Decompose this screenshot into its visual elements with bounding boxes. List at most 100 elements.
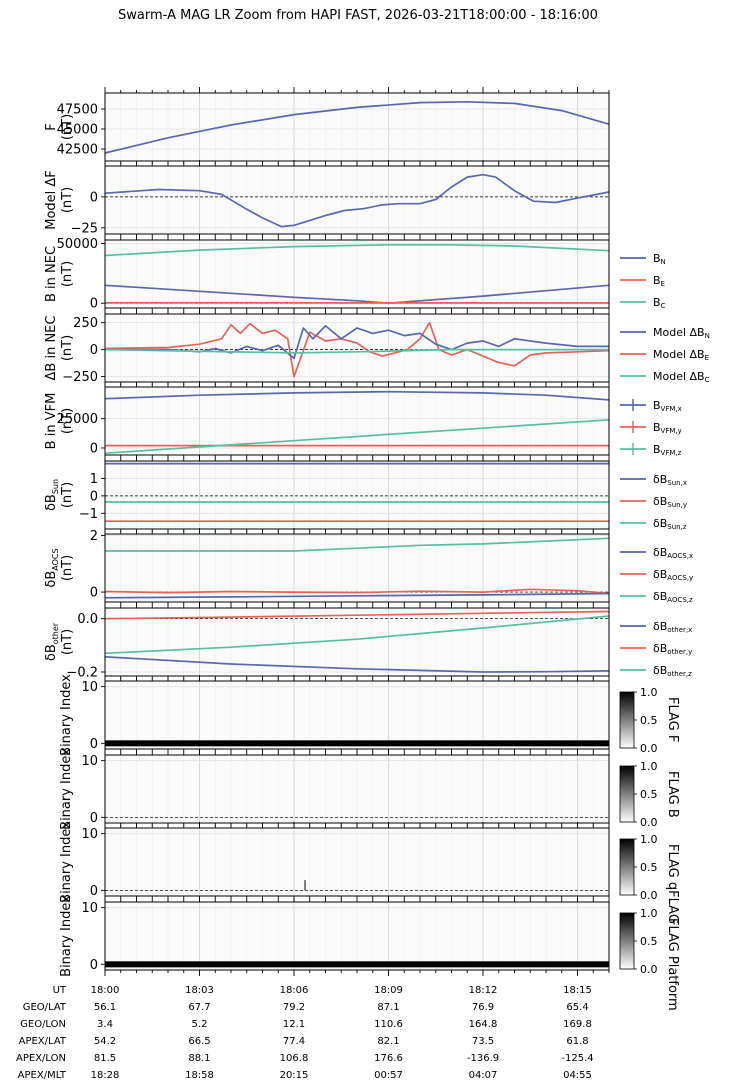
series-line-teal xyxy=(104,418,610,455)
y-tick-label: −0.2 xyxy=(66,666,98,681)
series-line-teal xyxy=(104,348,609,354)
ephemeris-value: 18:12 xyxy=(469,985,498,996)
y-tick-label: 0 xyxy=(90,811,98,826)
y-axis-label: δBAOCS xyxy=(44,548,60,587)
y-axis-label: Model ΔF xyxy=(44,170,59,230)
y-tick-label: 47500 xyxy=(57,103,98,118)
panel-ModelDF xyxy=(101,160,610,240)
panel-BNEC xyxy=(101,234,646,314)
series-line-red xyxy=(104,588,610,595)
panel-DBSun xyxy=(101,455,646,535)
colorbar-tick-label: 1.0 xyxy=(640,833,658,846)
y-axis-unit: (nT) xyxy=(60,335,75,361)
ephemeris-value: 106.8 xyxy=(280,1053,309,1064)
y-tick-label: 10 xyxy=(81,901,98,916)
ephemeris-value: 04:55 xyxy=(563,1070,592,1081)
colorbar-tick-label: 0.5 xyxy=(640,788,658,801)
ephemeris-value: 54.2 xyxy=(94,1036,116,1047)
legend-entry: BE xyxy=(653,274,665,288)
colorbar xyxy=(619,838,635,896)
ephemeris-value: 176.6 xyxy=(374,1053,403,1064)
ephemeris-value: 110.6 xyxy=(374,1019,403,1030)
legend-entry: BN xyxy=(653,252,666,266)
ephemeris-row-label: GEO/LON xyxy=(20,1019,66,1030)
colorbar-tick-label: 0.5 xyxy=(640,935,658,948)
colorbar-tick-label: 1.0 xyxy=(640,686,658,699)
ephemeris-value: 88.1 xyxy=(188,1053,210,1064)
ephemeris-value: 66.5 xyxy=(188,1036,210,1047)
figure-title: Swarm-A MAG LR Zoom from HAPI FAST, 2026… xyxy=(118,8,598,23)
ephemeris-value: 12.1 xyxy=(283,1019,305,1030)
y-tick-label: 0 xyxy=(90,489,98,504)
series-line-blue xyxy=(105,325,609,360)
panel-DBAOCS xyxy=(101,528,646,608)
panel-DBNEC xyxy=(101,308,646,388)
ephemeris-value: 5.2 xyxy=(192,1019,208,1030)
y-tick-label: 0 xyxy=(90,343,98,358)
ephemeris-value: 169.8 xyxy=(563,1019,592,1030)
series-line-blue xyxy=(104,390,610,401)
legend-entry: Model ΔBN xyxy=(653,326,710,340)
legend-entry: δBSun,y xyxy=(653,495,687,509)
panel-DBother xyxy=(101,602,646,682)
y-axis-unit: (nT) xyxy=(60,555,75,581)
y-tick-label: 0 xyxy=(90,958,98,973)
y-tick-label: 0 xyxy=(90,297,98,312)
flag-band xyxy=(105,740,609,747)
colorbar-tick-label: 0.5 xyxy=(640,861,658,874)
ephemeris-value: -136.9 xyxy=(467,1053,499,1064)
ephemeris-row-label: APEX/MLT xyxy=(18,1070,67,1081)
series-line-blue xyxy=(104,100,610,154)
ephemeris-value: 18:00 xyxy=(91,985,120,996)
y-axis-label: Binary Index xyxy=(59,821,74,903)
series-line-blue xyxy=(104,655,610,673)
ephemeris-value: 18:06 xyxy=(280,985,309,996)
flag-label: FLAG F xyxy=(665,697,680,742)
ephemeris-row-label: UT xyxy=(53,985,67,996)
ephemeris-row-label: APEX/LON xyxy=(16,1053,66,1064)
ephemeris-value: 00:57 xyxy=(374,1070,403,1081)
flag-label: FLAG Platform xyxy=(665,918,680,1011)
y-tick-label: 1 xyxy=(90,472,98,487)
ephemeris-value: 18:15 xyxy=(563,985,592,996)
y-tick-label: 0 xyxy=(90,737,98,752)
panel-FlagB xyxy=(101,749,637,829)
ephemeris-value: 82.1 xyxy=(377,1036,399,1047)
y-tick-label: 0.0 xyxy=(77,612,98,627)
legend-entry: δBAOCS,y xyxy=(653,568,693,582)
ephemeris-value: 87.1 xyxy=(377,1002,399,1013)
y-axis-unit: (nT) xyxy=(60,261,75,287)
y-tick-label: 2 xyxy=(90,529,98,544)
ephemeris-value: 56.1 xyxy=(94,1002,116,1013)
y-tick-label: 45000 xyxy=(57,123,98,138)
legend-entry: BVFM,y xyxy=(653,421,682,435)
colorbar-tick-label: 1.0 xyxy=(640,760,658,773)
y-tick-label: 10 xyxy=(81,827,98,842)
ephemeris-value: -125.4 xyxy=(561,1053,593,1064)
ephemeris-value: 77.4 xyxy=(283,1036,305,1047)
series-line-blue xyxy=(104,173,610,228)
ephemeris-value: 18:03 xyxy=(185,985,214,996)
y-axis-label: ΔB in NEC xyxy=(44,316,59,381)
flag-label: FLAG qFLAG xyxy=(665,844,680,924)
ephemeris-value: 3.4 xyxy=(97,1019,113,1030)
y-axis-unit: (nT) xyxy=(60,482,75,508)
legend-entry: BVFM,z xyxy=(653,443,682,457)
series-line-teal xyxy=(104,243,610,257)
panel-FlagP xyxy=(101,896,637,976)
y-axis-unit: (nT) xyxy=(60,187,75,213)
ephemeris-value: 65.4 xyxy=(566,1002,588,1013)
y-tick-label: 10 xyxy=(81,680,98,695)
flag-band xyxy=(105,961,609,968)
colorbar-tick-label: 0.0 xyxy=(640,816,658,829)
ephemeris-value: 79.2 xyxy=(283,1002,305,1013)
y-axis-label: B in VFM xyxy=(44,393,59,450)
ephemeris-row-label: APEX/LAT xyxy=(19,1036,67,1047)
ephemeris-value: 76.9 xyxy=(472,1002,494,1013)
y-tick-label: −1 xyxy=(79,507,98,522)
ephemeris-value: 18:09 xyxy=(374,985,403,996)
legend-entry: Model ΔBE xyxy=(653,348,709,362)
ephemeris-value: 164.8 xyxy=(469,1019,498,1030)
y-axis-label: Binary Index xyxy=(59,748,74,830)
